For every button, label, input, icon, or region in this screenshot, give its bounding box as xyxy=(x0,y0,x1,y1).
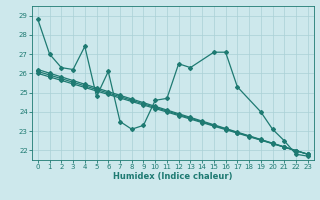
X-axis label: Humidex (Indice chaleur): Humidex (Indice chaleur) xyxy=(113,172,233,181)
